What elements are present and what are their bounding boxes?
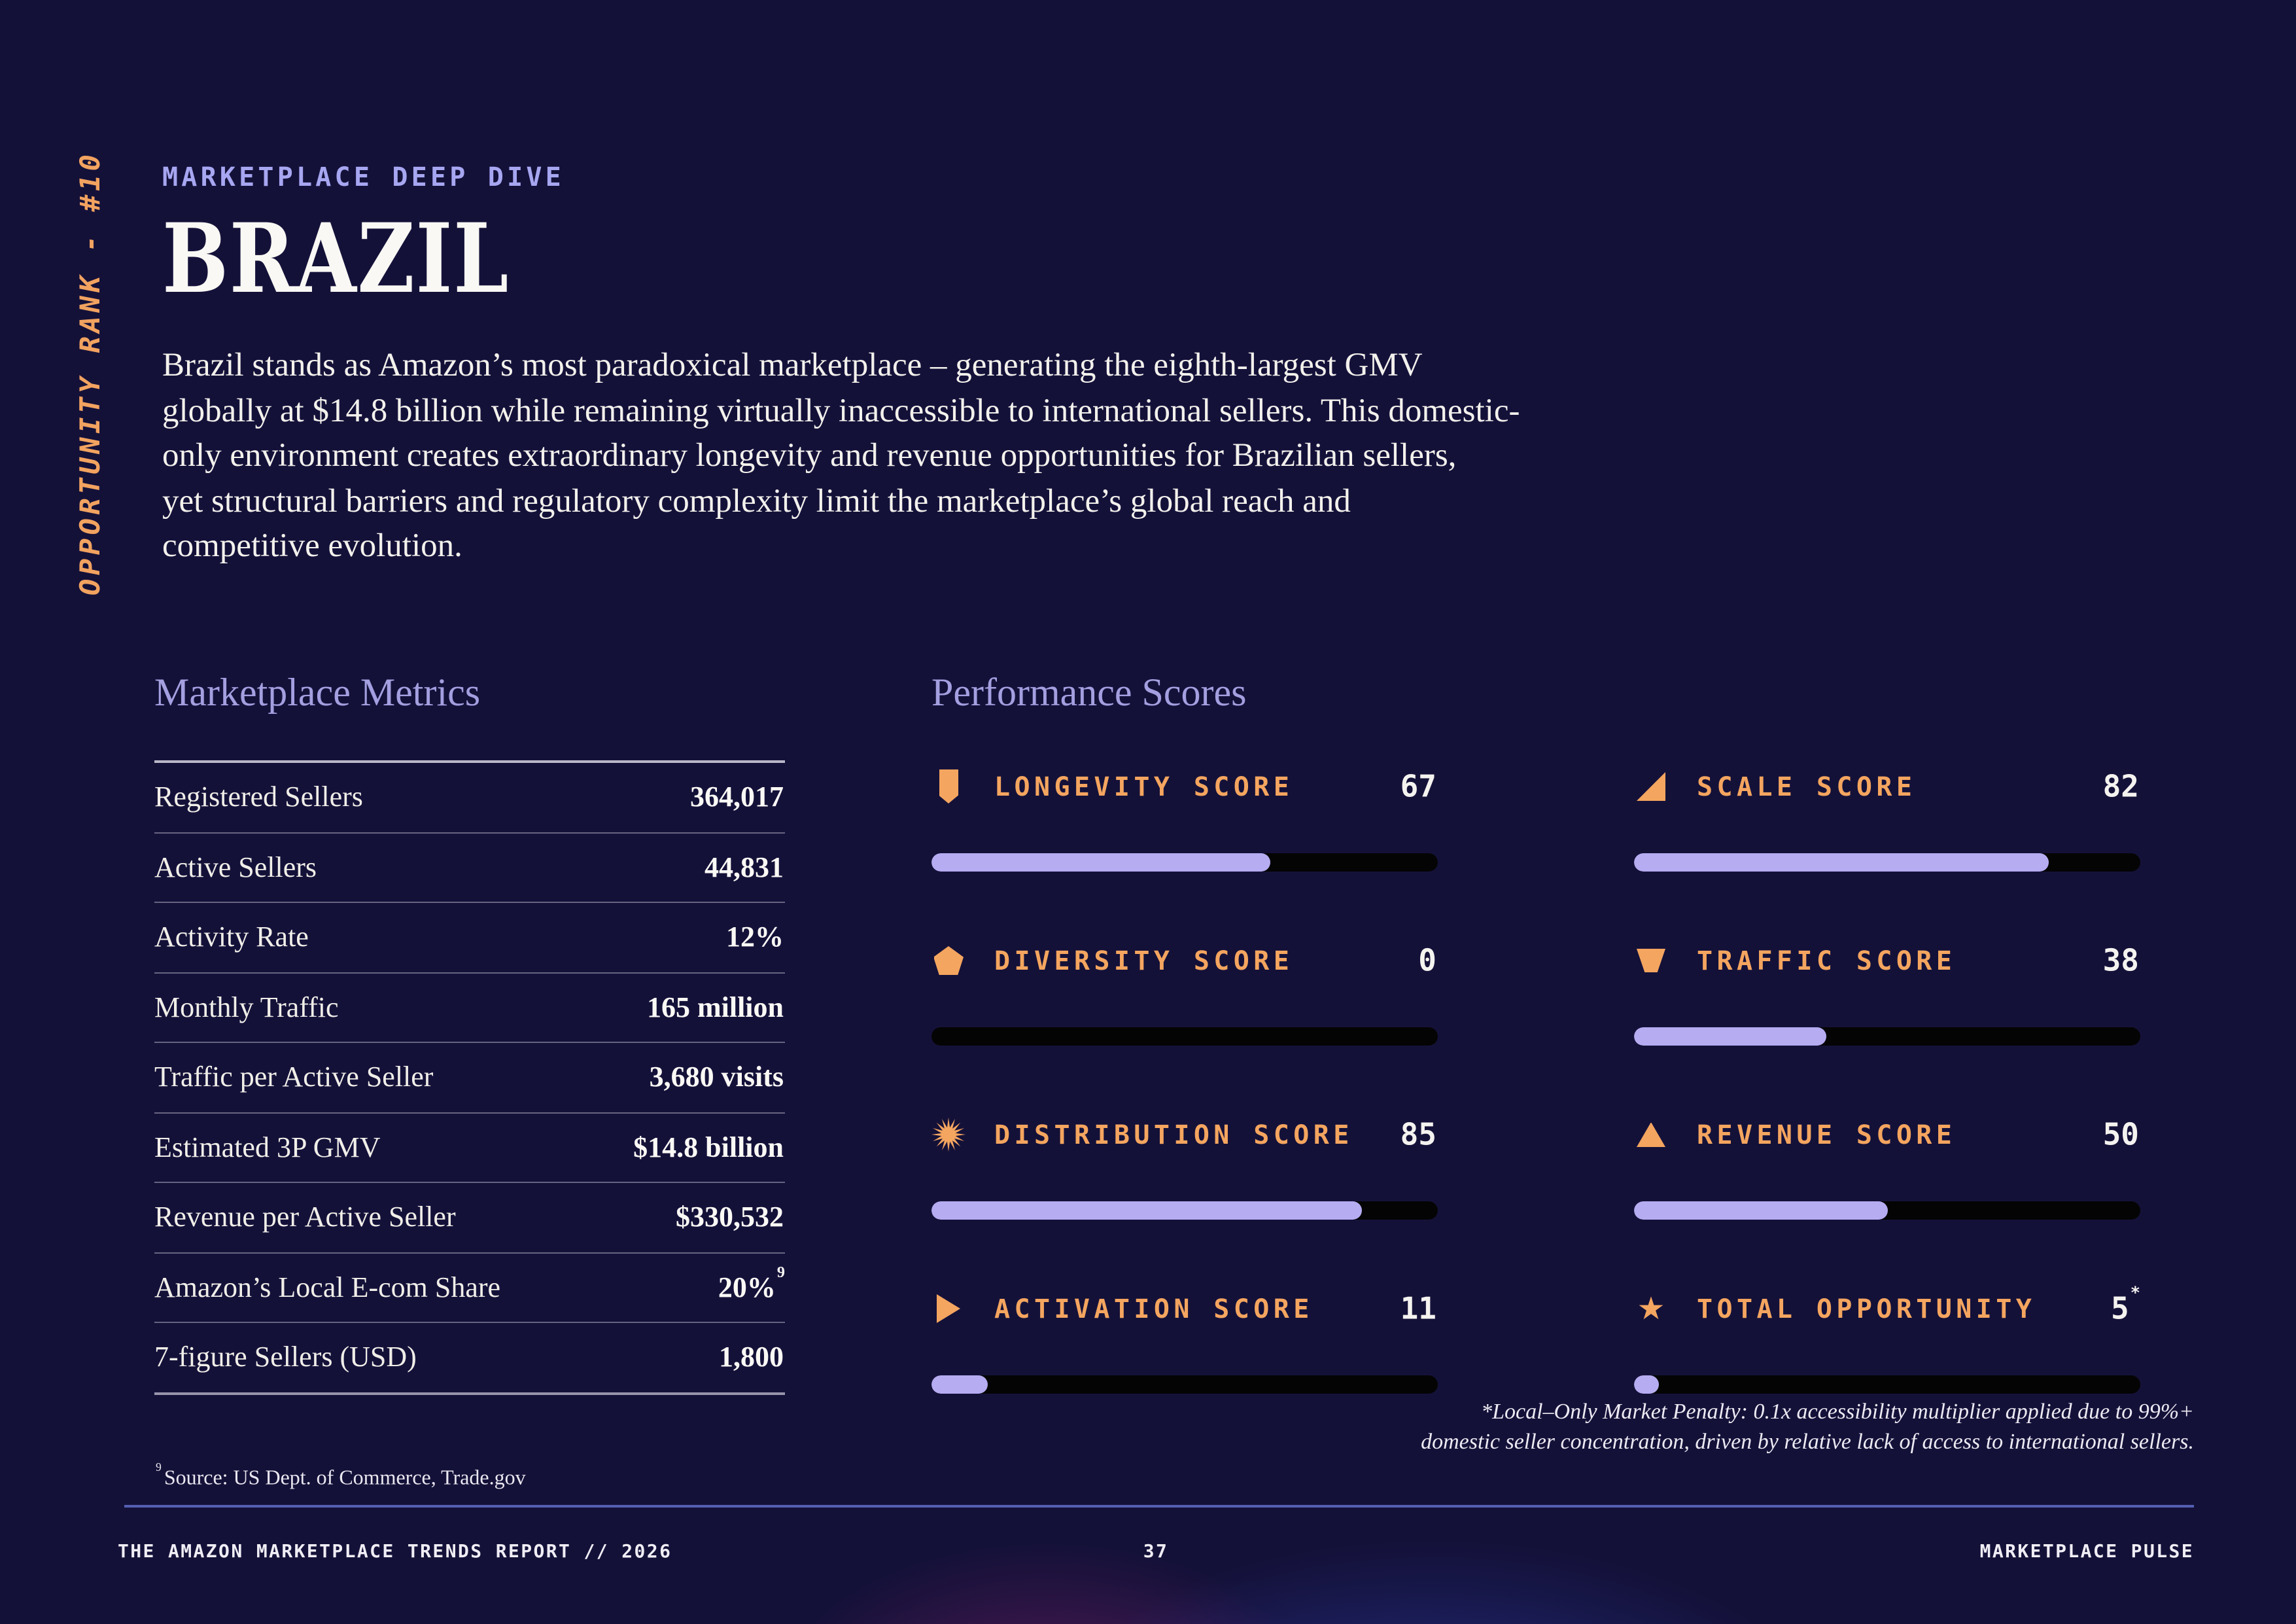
score-label: REVENUE SCORE [1697, 1119, 1957, 1150]
progress-bar [931, 1375, 1438, 1394]
score-value: 11 [1400, 1292, 1436, 1326]
metric-label: Active Sellers [154, 850, 317, 883]
intro-paragraph: Brazil stands as Amazon’s most paradoxic… [162, 345, 1520, 565]
progress-bar [1634, 853, 2140, 872]
score-label: LONGEVITY SCORE [994, 771, 1294, 802]
metric-label: Monthly Traffic [154, 990, 339, 1023]
table-row: Monthly Traffic 165 million [154, 973, 785, 1043]
performance-scores-section: Performance Scores LONGEVITY SCORE 67 SC… [931, 670, 2140, 1394]
progress-bar [931, 1201, 1438, 1220]
star-icon: ★ [1637, 1290, 1665, 1327]
score-value: 38 [2102, 944, 2139, 978]
score-grid: LONGEVITY SCORE 67 SCALE SCORE 82 DIVERS… [931, 768, 2140, 1394]
source-note: 9Source: US Dept. of Commerce, Trade.gov [156, 1460, 526, 1489]
footer-divider [124, 1505, 2194, 1508]
table-row: Amazon’s Local E-com Share 20% 9 [154, 1253, 785, 1323]
score-label: DIVERSITY SCORE [994, 945, 1294, 976]
table-row: Active Sellers 44,831 [154, 833, 785, 903]
progress-bar [1634, 1375, 2140, 1394]
table-row: Activity Rate 12% [154, 903, 785, 973]
trapezoid-icon [1634, 949, 1668, 972]
score-block-distribution: DISTRIBUTION SCORE 85 [931, 1116, 1438, 1220]
metric-label: Estimated 3P GMV [154, 1130, 381, 1163]
metric-value: $14.8 billion [633, 1130, 784, 1163]
progress-bar [1634, 1201, 2140, 1220]
triangle-up-icon [1634, 1122, 1668, 1147]
metric-value: 1,800 [719, 1340, 784, 1373]
score-label: SCALE SCORE [1697, 771, 1917, 802]
report-title: THE AMAZON MARKETPLACE TRENDS REPORT // … [118, 1542, 672, 1562]
starburst-icon [931, 1118, 965, 1152]
score-value: 50 [2102, 1118, 2139, 1152]
page-title: BRAZIL [162, 203, 510, 315]
score-block-traffic: TRAFFIC SCORE 38 [1634, 942, 2140, 1046]
progress-bar [931, 1027, 1438, 1046]
metric-value: 20% 9 [718, 1262, 785, 1303]
table-row: Registered Sellers 364,017 [154, 763, 785, 833]
score-block-activation: ACTIVATION SCORE 11 [931, 1290, 1438, 1394]
metric-value: 44,831 [704, 850, 784, 883]
metric-label: Activity Rate [154, 920, 309, 953]
opportunity-rank-label: OPPORTUNITY RANK - #10 [75, 150, 106, 596]
pentagon-icon [931, 946, 965, 975]
metric-value: 364,017 [690, 780, 784, 813]
marketplace-metrics-section: Marketplace Metrics Registered Sellers 3… [154, 670, 785, 1491]
progress-bar [931, 853, 1438, 872]
metric-label: Revenue per Active Seller [154, 1200, 456, 1233]
metric-label: Registered Sellers [154, 780, 363, 813]
score-value: 82 [2102, 769, 2139, 804]
table-row: 7-figure Sellers (USD) 1,800 [154, 1323, 785, 1394]
metric-value: $330,532 [676, 1200, 784, 1233]
page-number: 37 [1143, 1542, 1169, 1562]
score-value: 5 * [2111, 1282, 2140, 1326]
metrics-heading: Marketplace Metrics [154, 671, 481, 715]
metrics-table: Registered Sellers 364,017 Active Seller… [154, 760, 785, 1394]
score-block-diversity: DIVERSITY SCORE 0 [931, 942, 1438, 1046]
metric-value: 165 million [646, 990, 784, 1023]
score-block-longevity: LONGEVITY SCORE 67 [931, 768, 1438, 872]
brand-name: MARKETPLACE PULSE [1979, 1542, 2194, 1562]
score-label: TOTAL OPPORTUNITY [1697, 1293, 2036, 1324]
header: MARKETPLACE DEEP DIVE BRAZIL Brazil stan… [162, 160, 1732, 565]
wedge-triangle-icon [1634, 772, 1668, 801]
score-block-total-opportunity: ★ TOTAL OPPORTUNITY 5 * [1634, 1282, 2140, 1394]
penalty-footnote: *Local–Only Market Penalty: 0.1x accessi… [1421, 1399, 2194, 1453]
eyebrow-label: MARKETPLACE DEEP DIVE [162, 161, 565, 192]
score-label: ACTIVATION SCORE [994, 1293, 1313, 1324]
score-value: 67 [1400, 769, 1436, 804]
bookmark-icon [931, 769, 965, 803]
metric-label: Traffic per Active Seller [154, 1060, 434, 1093]
metric-value: 12% [726, 920, 784, 953]
table-row: Traffic per Active Seller 3,680 visits [154, 1043, 785, 1113]
score-value: 0 [1418, 944, 1436, 978]
score-value: 85 [1400, 1118, 1436, 1152]
metric-label: Amazon’s Local E-com Share [154, 1270, 501, 1303]
score-block-revenue: REVENUE SCORE 50 [1634, 1116, 2140, 1220]
score-block-scale: SCALE SCORE 82 [1634, 768, 2140, 872]
metric-value: 3,680 visits [649, 1060, 784, 1093]
progress-bar [1634, 1027, 2140, 1046]
footer: THE AMAZON MARKETPLACE TRENDS REPORT // … [118, 1542, 2194, 1573]
score-label: TRAFFIC SCORE [1697, 945, 1957, 976]
table-row: Estimated 3P GMV $14.8 billion [154, 1113, 785, 1183]
scores-heading: Performance Scores [931, 671, 1247, 715]
metric-label: 7-figure Sellers (USD) [154, 1340, 417, 1373]
play-icon [931, 1294, 965, 1323]
score-label: DISTRIBUTION SCORE [994, 1119, 1353, 1150]
table-row: Revenue per Active Seller $330,532 [154, 1183, 785, 1253]
